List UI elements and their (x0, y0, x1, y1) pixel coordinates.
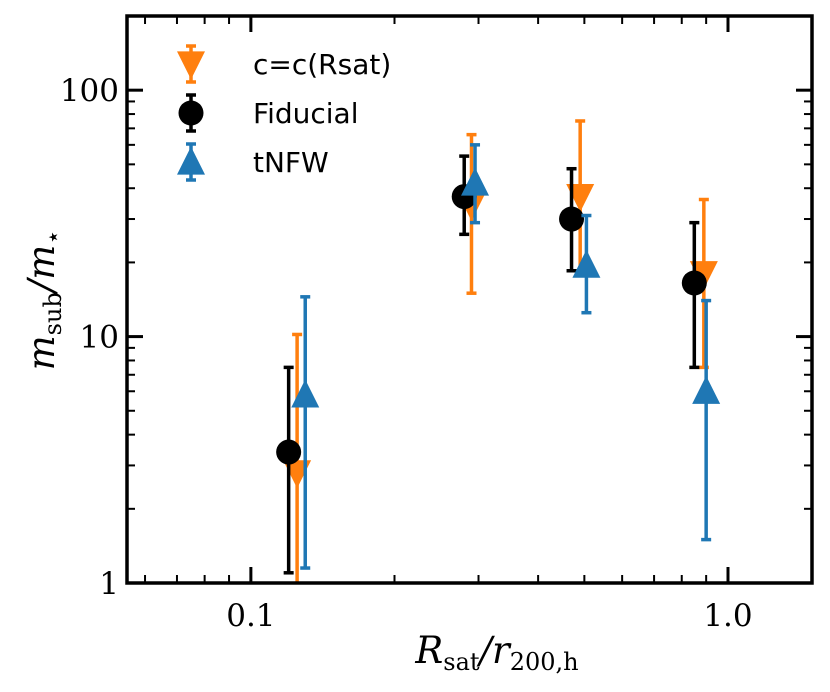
data-point (692, 375, 721, 404)
data-point (572, 249, 601, 278)
data-point (461, 167, 490, 196)
x-tick-label: 0.1 (226, 598, 275, 634)
legend-marker (177, 146, 205, 175)
legend-label: tNFW (253, 146, 329, 179)
data-point (681, 270, 707, 296)
series-2 (291, 143, 721, 570)
y-tick-label: 10 (80, 320, 119, 356)
data-point (559, 206, 585, 232)
data-point (291, 379, 320, 408)
x-axis-label: Rsat/r200,h (414, 629, 578, 676)
series-0 (283, 119, 718, 583)
y-tick-label: 1 (99, 566, 119, 602)
legend-marker (177, 51, 205, 80)
legend-entry-0: c=c(Rsat) (177, 44, 391, 84)
data-point (276, 439, 302, 465)
tick-labels: 1 10 100 0.1 1.0 (60, 73, 753, 634)
series-1 (276, 154, 707, 575)
legend-entry-2: tNFW (177, 142, 329, 182)
legend: c=c(Rsat) Fiducial tNFW (177, 44, 391, 182)
plot-series (276, 119, 721, 583)
legend-marker (178, 100, 204, 126)
legend-label: Fiducial (253, 97, 358, 130)
y-axis-label: msub/m⋆ (20, 230, 67, 371)
plot-frame (125, 14, 814, 585)
y-tick-label: 100 (60, 73, 119, 109)
x-tick-label: 1.0 (703, 598, 752, 634)
legend-label: c=c(Rsat) (253, 48, 391, 81)
legend-entry-1: Fiducial (178, 93, 358, 133)
